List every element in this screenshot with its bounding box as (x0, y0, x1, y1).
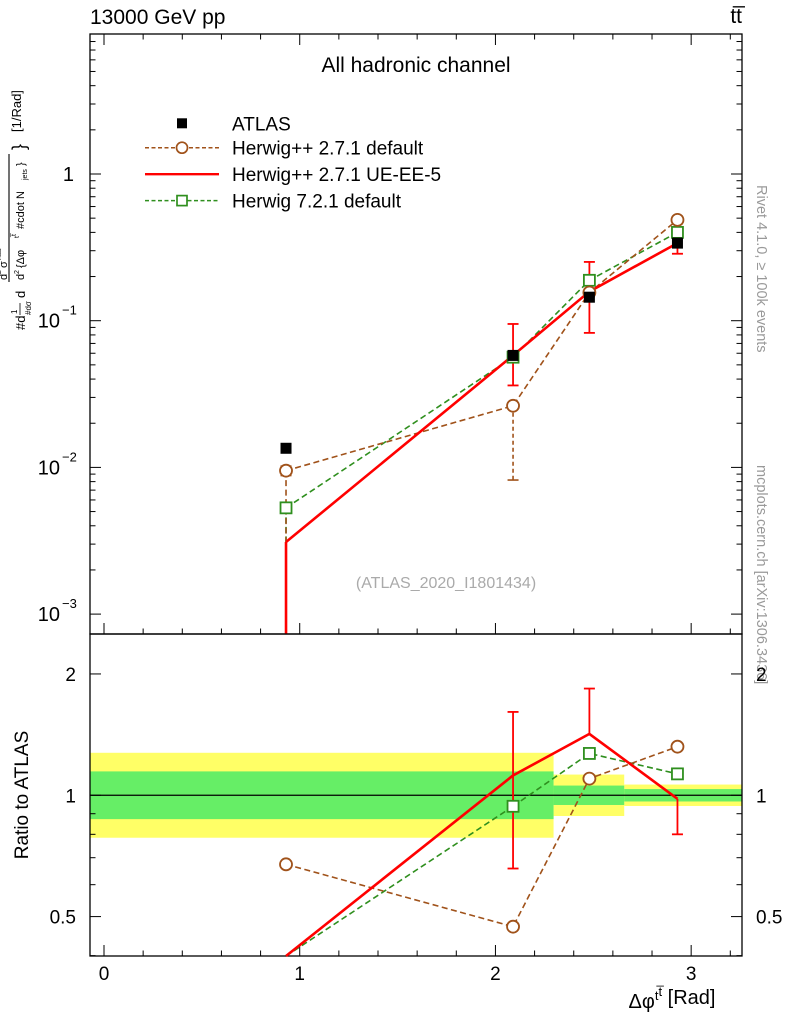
svg-text:0.5: 0.5 (756, 908, 782, 929)
svg-text:1: 1 (294, 964, 305, 985)
svg-text:Rivet 4.1.0, ≥ 100k events: Rivet 4.1.0, ≥ 100k events (753, 185, 769, 353)
svg-text:#cdot N: #cdot N (15, 191, 27, 229)
svg-text:Ratio to ATLAS: Ratio to ATLAS (12, 731, 33, 860)
svg-text:2: 2 (14, 270, 21, 274)
svg-text:10: 10 (38, 311, 60, 333)
svg-text:ATLAS: ATLAS (232, 114, 291, 135)
svg-text:}: } (9, 144, 29, 150)
svg-text:All hadronic channel: All hadronic channel (321, 54, 510, 77)
svg-text:−2: −2 (62, 449, 77, 464)
svg-text:d: d (13, 291, 28, 298)
svg-text:2: 2 (65, 665, 76, 686)
svg-text:mcplots.cern.ch [arXiv:1306.34: mcplots.cern.ch [arXiv:1306.3436] (753, 465, 769, 684)
svg-text:#dσ: #dσ (24, 301, 33, 315)
svg-text:1: 1 (756, 786, 767, 807)
svg-text:−3: −3 (62, 596, 77, 611)
svg-text:0.5: 0.5 (50, 908, 76, 929)
svg-text:Herwig 7.2.1 default: Herwig 7.2.1 default (232, 192, 402, 213)
svg-text:Herwig++ 2.7.1 default: Herwig++ 2.7.1 default (232, 139, 424, 160)
svg-text:(ATLAS_2020_I1801434): (ATLAS_2020_I1801434) (356, 575, 536, 592)
svg-text:1: 1 (65, 786, 76, 807)
svg-text:10: 10 (38, 604, 60, 626)
svg-text:3: 3 (686, 964, 697, 985)
svg-text:1: 1 (10, 309, 19, 314)
svg-text:1: 1 (63, 164, 74, 186)
svg-text:2: 2 (756, 665, 767, 686)
svg-text:jets: jets (22, 169, 29, 181)
svg-text:}: } (15, 162, 27, 166)
svg-text:{Δφ: {Δφ (15, 250, 27, 268)
svg-text:0: 0 (99, 964, 110, 985)
svg-text:2: 2 (490, 964, 501, 985)
svg-text:[1/Rad]: [1/Rad] (9, 90, 24, 132)
svg-text:had: had (0, 248, 3, 260)
svg-text:2: 2 (0, 270, 3, 274)
svg-text:σ: σ (0, 261, 10, 268)
svg-text:13000 GeV pp: 13000 GeV pp (90, 6, 225, 29)
svg-text:Herwig++ 2.7.1 UE-EE-5: Herwig++ 2.7.1 UE-EE-5 (232, 165, 441, 186)
svg-text:#d: #d (13, 316, 28, 330)
svg-text:10: 10 (38, 457, 60, 479)
svg-text:−1: −1 (62, 303, 77, 318)
